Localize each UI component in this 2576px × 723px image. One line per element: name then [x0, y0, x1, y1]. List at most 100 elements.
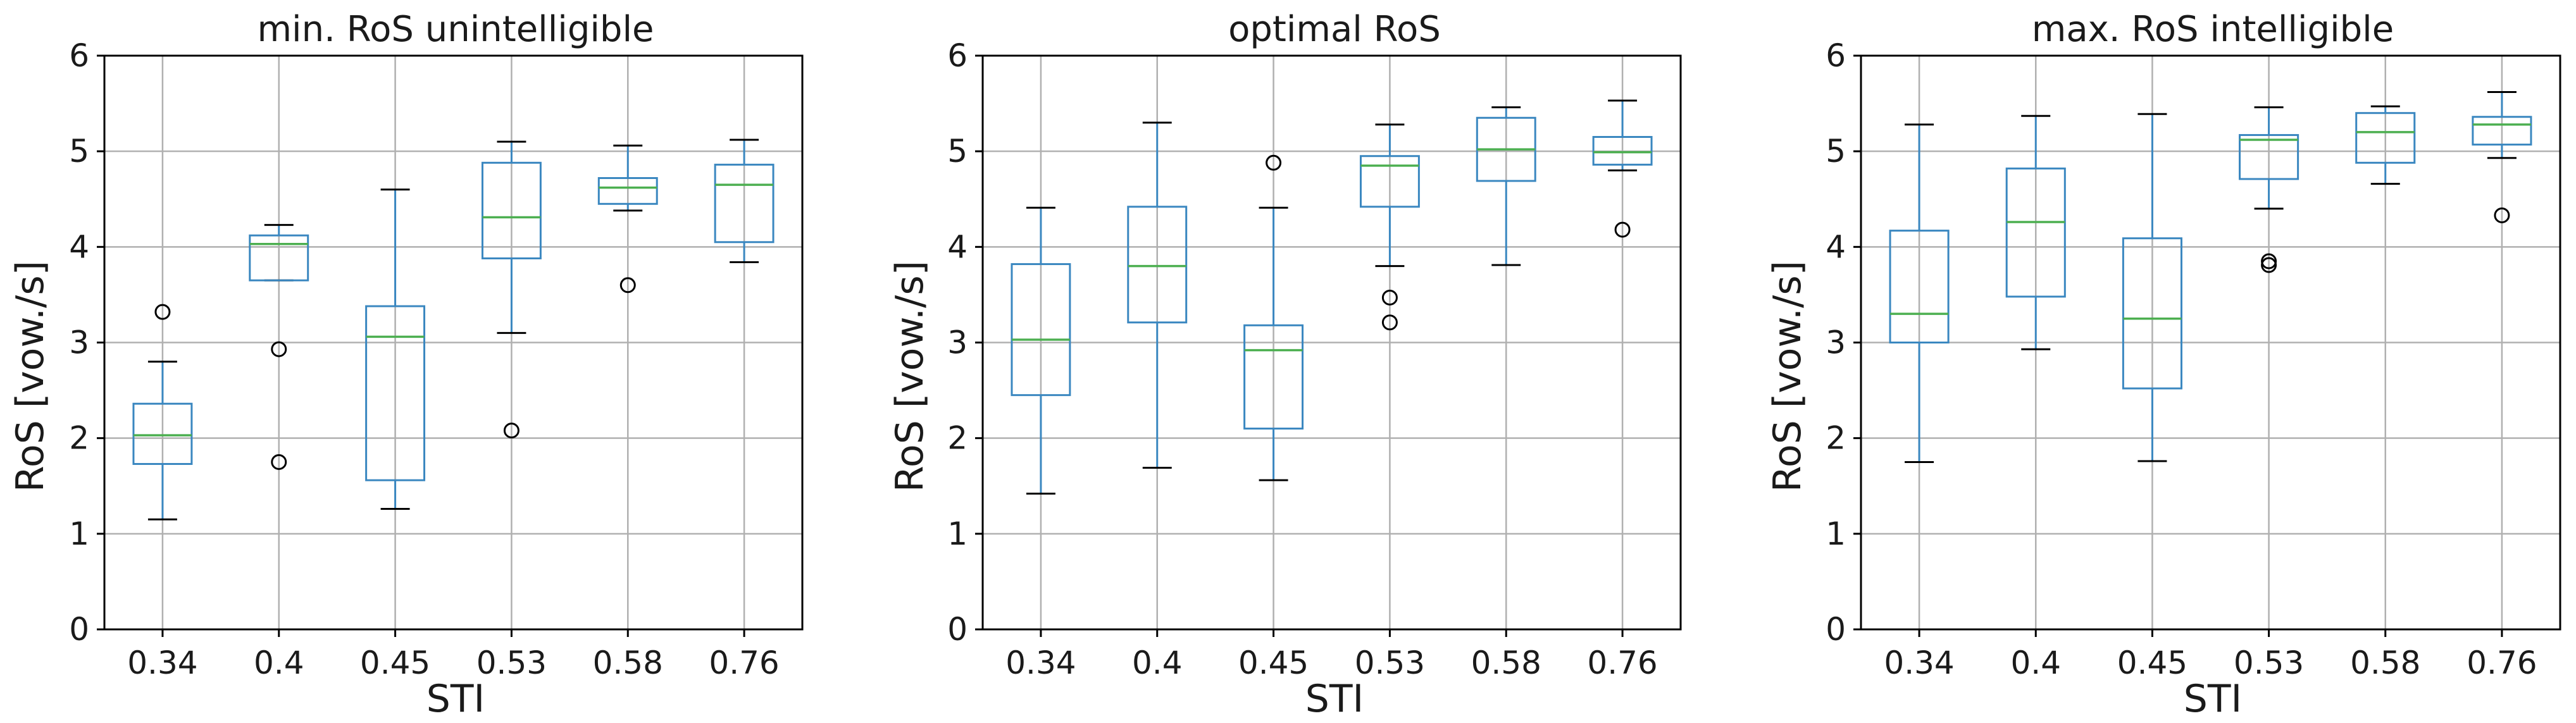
- iqr-box: [2472, 116, 2532, 146]
- panel-min-ros-unintelligible: min. RoS unintelligible STI RoS [vow./s]…: [8, 9, 804, 721]
- x-tick-label: 0.34: [1005, 645, 1076, 681]
- x-tick-label: 0.53: [476, 645, 547, 681]
- box-0.53: [2239, 106, 2299, 273]
- y-tick-label: 1: [1826, 516, 1846, 552]
- y-axis-label: RoS [vow./s]: [1765, 261, 1810, 492]
- box-0.45: [2122, 113, 2182, 462]
- x-axis-label: STI: [1305, 677, 1364, 721]
- iqr-box: [2005, 167, 2066, 298]
- y-tick-label: 2: [1826, 420, 1846, 457]
- box-0.58: [1476, 106, 1536, 266]
- box-0.58: [597, 144, 658, 294]
- y-axis-label: RoS [vow./s]: [888, 261, 932, 492]
- outlier-point: [1381, 289, 1398, 306]
- iqr-box: [132, 402, 193, 465]
- box-0.53: [1359, 123, 1420, 331]
- outlier-point: [1266, 154, 1282, 171]
- box-0.34: [1011, 206, 1071, 495]
- x-tick-label: 0.58: [1471, 645, 1541, 681]
- y-tick-label: 6: [1826, 37, 1846, 74]
- x-tick-label: 0.58: [593, 645, 663, 681]
- panel-title: optimal RoS: [1228, 9, 1441, 50]
- y-tick-label: 6: [947, 37, 968, 74]
- x-axis-label: STI: [426, 677, 485, 721]
- box-0.34: [1889, 123, 1950, 463]
- outlier-point: [503, 423, 520, 439]
- panel-max-ros-intelligible: max. RoS intelligible STI RoS [vow./s] 0…: [1765, 9, 2561, 721]
- y-tick-label: 0: [947, 611, 968, 648]
- iqr-box: [1359, 155, 1420, 208]
- y-tick-label: 3: [69, 324, 89, 361]
- x-tick-label: 0.58: [2350, 645, 2420, 681]
- x-tick-label: 0.45: [1238, 645, 1309, 681]
- iqr-box: [365, 305, 426, 481]
- box-0.4: [249, 224, 309, 470]
- iqr-box: [1243, 324, 1304, 430]
- outlier-point: [2494, 207, 2510, 223]
- outlier-point: [271, 454, 287, 470]
- iqr-box: [1011, 263, 1071, 397]
- y-tick-label: 3: [947, 324, 968, 361]
- iqr-box: [1889, 230, 1950, 344]
- iqr-box: [2355, 112, 2416, 164]
- outlier-point: [2261, 257, 2277, 273]
- outlier-point: [154, 304, 171, 320]
- box-0.4: [2005, 114, 2066, 350]
- panel-optimal-ros: optimal RoS STI RoS [vow./s] 0 1 2 3 4 5 6 0.34…: [888, 9, 1682, 721]
- y-tick-label: 4: [1826, 228, 1846, 265]
- x-tick-label: 0.45: [2117, 645, 2187, 681]
- box-0.76: [1592, 99, 1653, 238]
- x-tick-label: 0.45: [360, 645, 430, 681]
- x-tick-label: 0.4: [254, 645, 304, 681]
- box-0.4: [1127, 121, 1188, 469]
- y-tick-label: 3: [1826, 324, 1846, 361]
- y-tick-label: 4: [69, 228, 89, 265]
- x-axis-label: STI: [2184, 677, 2242, 721]
- y-tick-label: 1: [947, 516, 968, 552]
- box-0.45: [365, 188, 426, 510]
- outlier-point: [1614, 221, 1631, 238]
- x-tick-label: 0.76: [1587, 645, 1657, 681]
- x-tick-label: 0.76: [2467, 645, 2537, 681]
- panel-title: max. RoS intelligible: [2032, 9, 2394, 50]
- box-0.76: [714, 139, 775, 264]
- x-tick-label: 0.53: [2234, 645, 2304, 681]
- plot-frame: [981, 54, 1682, 631]
- x-tick-label: 0.4: [1132, 645, 1183, 681]
- iqr-box: [597, 176, 658, 205]
- y-tick-label: 5: [1826, 133, 1846, 170]
- iqr-box: [481, 161, 542, 259]
- iqr-box: [2122, 237, 2182, 390]
- panel-title: min. RoS unintelligible: [258, 9, 654, 50]
- box-0.45: [1243, 154, 1304, 481]
- iqr-box: [2239, 133, 2299, 180]
- x-tick-label: 0.4: [2010, 645, 2061, 681]
- x-tick-label: 0.76: [709, 645, 779, 681]
- iqr-box: [249, 234, 309, 281]
- y-tick-label: 6: [69, 37, 89, 74]
- x-tick-label: 0.34: [127, 645, 197, 681]
- box-0.76: [2472, 90, 2532, 223]
- outlier-point: [619, 277, 636, 294]
- outlier-point: [1381, 314, 1398, 331]
- y-tick-label: 5: [947, 133, 968, 170]
- box-0.58: [2355, 105, 2416, 185]
- y-tick-label: 4: [947, 228, 968, 265]
- y-axis-label: RoS [vow./s]: [8, 261, 53, 492]
- outlier-point: [2261, 253, 2277, 269]
- iqr-box: [1127, 206, 1188, 324]
- y-tick-label: 0: [69, 611, 89, 648]
- iqr-box: [1592, 135, 1653, 166]
- x-tick-label: 0.53: [1355, 645, 1425, 681]
- outlier-point: [271, 341, 287, 357]
- box-0.53: [481, 140, 542, 439]
- y-tick-label: 2: [947, 420, 968, 457]
- iqr-box: [714, 163, 775, 244]
- y-tick-label: 2: [69, 420, 89, 457]
- plot-frame: [103, 54, 804, 631]
- y-tick-label: 1: [69, 516, 89, 552]
- box-0.34: [132, 304, 193, 521]
- x-tick-label: 0.34: [1884, 645, 1954, 681]
- y-tick-label: 5: [69, 133, 89, 170]
